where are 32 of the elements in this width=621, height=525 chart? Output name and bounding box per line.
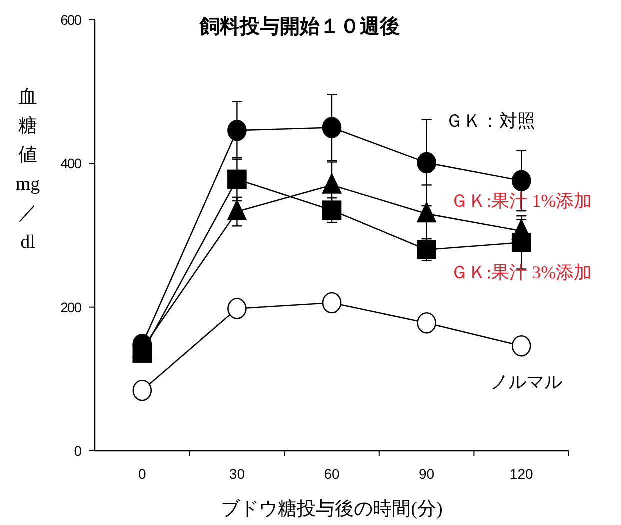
y-tick-label: 0 xyxy=(74,443,82,459)
point xyxy=(132,344,152,363)
series-label: ノルマル xyxy=(490,372,563,392)
point xyxy=(322,292,342,314)
point xyxy=(417,202,436,223)
x-tick-label: 90 xyxy=(419,466,435,482)
point xyxy=(417,312,436,334)
point xyxy=(512,233,532,252)
x-axis-title: ブドウ糖投与後の時間(分) xyxy=(221,499,443,520)
x-tick-label: 60 xyxy=(324,466,340,482)
point xyxy=(417,240,436,260)
point xyxy=(228,298,247,320)
point xyxy=(228,120,247,142)
y-tick-label: 600 xyxy=(60,12,82,28)
x-tick-label: 120 xyxy=(510,466,534,482)
point xyxy=(417,152,436,174)
x-tick-label: 30 xyxy=(229,466,246,482)
point xyxy=(512,335,532,357)
chart-title: 飼料投与開始１０週後 xyxy=(199,16,400,38)
y-tick-label: 200 xyxy=(60,299,82,316)
series-label: ＧＫ：対照 xyxy=(446,110,536,131)
y-tick-label: 400 xyxy=(60,156,82,172)
point xyxy=(322,117,342,138)
point xyxy=(228,200,247,220)
point xyxy=(322,200,342,220)
x-tick-label: 0 xyxy=(138,466,146,482)
point xyxy=(512,170,532,192)
point xyxy=(322,174,342,194)
point xyxy=(228,170,247,190)
y-axis-title: 血糖値mg／dl xyxy=(16,87,41,253)
point xyxy=(132,380,152,402)
series-label: ＧＫ:果汁 3%添加 xyxy=(450,262,592,283)
